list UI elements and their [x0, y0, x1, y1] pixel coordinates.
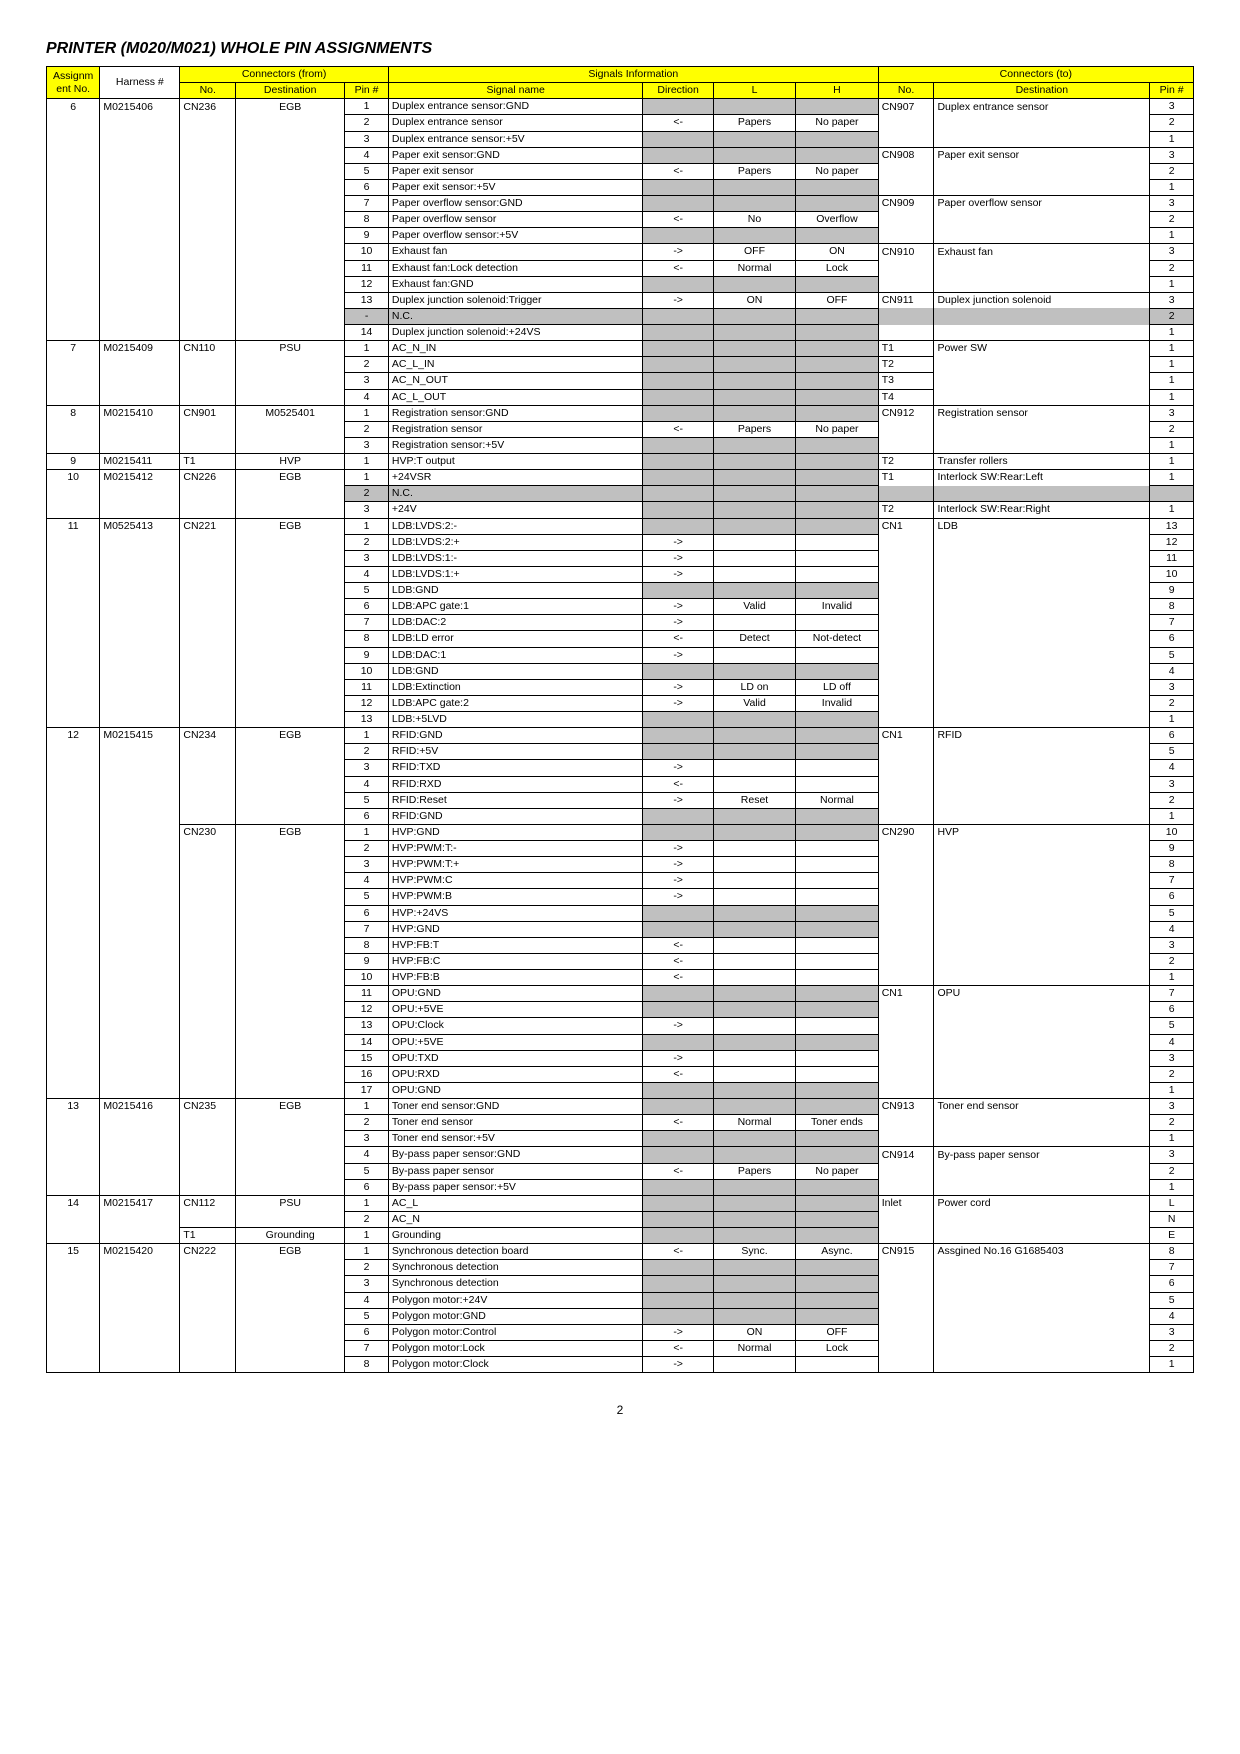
table-header: Assignm ent No. Harness # Connectors (fr… — [47, 67, 1194, 99]
table-row: 6HVP:+24VS5 — [47, 905, 1194, 921]
table-row: 8LDB:LD error<-DetectNot-detect6 — [47, 631, 1194, 647]
table-row: 5Paper exit sensor<-PapersNo paper2 — [47, 163, 1194, 179]
pin-assignment-table: Assignm ent No. Harness # Connectors (fr… — [46, 66, 1194, 1373]
table-row: 6RFID:GND1 — [47, 808, 1194, 824]
table-row: 12OPU:+5VE6 — [47, 1002, 1194, 1018]
table-row: 10M0215412CN226EGB1+24VSRT1Interlock SW:… — [47, 470, 1194, 486]
table-row: 2LDB:LVDS:2:+->12 — [47, 534, 1194, 550]
col-harness: Harness # — [100, 67, 180, 99]
table-row: 11OPU:GNDCN1OPU7 — [47, 986, 1194, 1002]
table-row: -N.C.2 — [47, 308, 1194, 324]
table-row: 2RFID:+5V5 — [47, 744, 1194, 760]
table-row: 4Polygon motor:+24V5 — [47, 1292, 1194, 1308]
table-row: 11M0525413CN221EGB1LDB:LVDS:2:-CN1LDB13 — [47, 518, 1194, 534]
table-row: 4HVP:PWM:C->7 — [47, 873, 1194, 889]
table-body: 6M0215406CN236EGB1Duplex entrance sensor… — [47, 99, 1194, 1373]
table-row: 10Exhaust fan->OFFONCN910Exhaust fan3 — [47, 244, 1194, 260]
table-row: 13M0215416CN235EGB1Toner end sensor:GNDC… — [47, 1099, 1194, 1115]
table-row: 14OPU:+5VE4 — [47, 1034, 1194, 1050]
table-row: 10HVP:FB:B<-1 — [47, 970, 1194, 986]
table-row: 3AC_N_OUTT31 — [47, 373, 1194, 389]
table-row: 7Polygon motor:Lock<-NormalLock2 — [47, 1340, 1194, 1356]
table-row: 13LDB:+5LVD1 — [47, 712, 1194, 728]
table-row: 5LDB:GND9 — [47, 583, 1194, 599]
table-row: 4RFID:RXD<-3 — [47, 776, 1194, 792]
table-row: 11LDB:Extinction->LD onLD off3 — [47, 679, 1194, 695]
page-number: 2 — [46, 1403, 1194, 1417]
table-row: 8HVP:FB:T<-3 — [47, 937, 1194, 953]
table-row: 6Paper exit sensor:+5V1 — [47, 179, 1194, 195]
table-row: 7LDB:DAC:2->7 — [47, 615, 1194, 631]
col-to-pin: Pin # — [1150, 83, 1194, 99]
table-row: 14Duplex junction solenoid:+24VS1 — [47, 325, 1194, 341]
table-row: 2HVP:PWM:T:-->9 — [47, 841, 1194, 857]
table-row: 3Toner end sensor:+5V1 — [47, 1131, 1194, 1147]
group-to: Connectors (to) — [878, 67, 1193, 83]
table-row: 2Duplex entrance sensor<-PapersNo paper2 — [47, 115, 1194, 131]
table-row: 2AC_L_INT21 — [47, 357, 1194, 373]
table-row: 9Paper overflow sensor:+5V1 — [47, 228, 1194, 244]
table-row: 2Synchronous detection7 — [47, 1260, 1194, 1276]
group-signals: Signals Information — [388, 67, 878, 83]
col-from-no: No. — [180, 83, 236, 99]
table-row: 2N.C. — [47, 486, 1194, 502]
table-row: 12M0215415CN234EGB1RFID:GNDCN1RFID6 — [47, 728, 1194, 744]
table-row: 13OPU:Clock->5 — [47, 1018, 1194, 1034]
table-row: 6M0215406CN236EGB1Duplex entrance sensor… — [47, 99, 1194, 115]
table-row: 15OPU:TXD->3 — [47, 1050, 1194, 1066]
col-direction: Direction — [643, 83, 713, 99]
col-from-pin: Pin # — [345, 83, 389, 99]
col-from-dest: Destination — [236, 83, 345, 99]
table-row: 3Duplex entrance sensor:+5V1 — [47, 131, 1194, 147]
table-row: 6LDB:APC gate:1->ValidInvalid8 — [47, 599, 1194, 615]
table-row: 5Polygon motor:GND4 — [47, 1308, 1194, 1324]
table-row: 5RFID:Reset->ResetNormal2 — [47, 792, 1194, 808]
table-row: 12LDB:APC gate:2->ValidInvalid2 — [47, 695, 1194, 711]
table-row: 3Registration sensor:+5V1 — [47, 437, 1194, 453]
col-to-no: No. — [878, 83, 934, 99]
table-row: 5By-pass paper sensor<-PapersNo paper2 — [47, 1163, 1194, 1179]
table-row: 10LDB:GND4 — [47, 663, 1194, 679]
table-row: 2Toner end sensor<-NormalToner ends2 — [47, 1115, 1194, 1131]
table-row: 9HVP:FB:C<-2 — [47, 953, 1194, 969]
table-row: 5HVP:PWM:B->6 — [47, 889, 1194, 905]
page-title: PRINTER (M020/M021) WHOLE PIN ASSIGNMENT… — [46, 40, 1194, 58]
col-signal: Signal name — [388, 83, 643, 99]
col-to-dest: Destination — [934, 83, 1150, 99]
table-row: 7Paper overflow sensor:GNDCN909Paper ove… — [47, 196, 1194, 212]
table-row: 15M0215420CN222EGB1Synchronous detection… — [47, 1244, 1194, 1260]
table-row: 6Polygon motor:Control->ONOFF3 — [47, 1324, 1194, 1340]
table-row: 4By-pass paper sensor:GNDCN914By-pass pa… — [47, 1147, 1194, 1163]
table-row: 3RFID:TXD->4 — [47, 760, 1194, 776]
table-row: 3LDB:LVDS:1:-->11 — [47, 550, 1194, 566]
table-row: 16OPU:RXD<-2 — [47, 1066, 1194, 1082]
table-row: 14M0215417CN112PSU1AC_LInletPower cordL — [47, 1195, 1194, 1211]
table-row: 2AC_NN — [47, 1211, 1194, 1227]
table-row: 6By-pass paper sensor:+5V1 — [47, 1179, 1194, 1195]
table-row: 11Exhaust fan:Lock detection<-NormalLock… — [47, 260, 1194, 276]
table-row: 9M0215411T1HVP1HVP:T outputT2Transfer ro… — [47, 454, 1194, 470]
table-row: 8Polygon motor:Clock->1 — [47, 1357, 1194, 1373]
table-row: CN230EGB1HVP:GNDCN290HVP10 — [47, 824, 1194, 840]
table-row: 13Duplex junction solenoid:Trigger->ONOF… — [47, 292, 1194, 308]
table-row: 4Paper exit sensor:GNDCN908Paper exit se… — [47, 147, 1194, 163]
table-row: 4LDB:LVDS:1:+->10 — [47, 566, 1194, 582]
table-row: T1Grounding1GroundingE — [47, 1228, 1194, 1244]
table-row: 4AC_L_OUTT41 — [47, 389, 1194, 405]
table-row: 3+24VT2Interlock SW:Rear:Right1 — [47, 502, 1194, 518]
table-row: 7M0215409CN110PSU1AC_N_INT1Power SW1 — [47, 341, 1194, 357]
table-row: 17OPU:GND1 — [47, 1082, 1194, 1098]
table-row: 8Paper overflow sensor<-NoOverflow2 — [47, 212, 1194, 228]
table-row: 2Registration sensor<-PapersNo paper2 — [47, 421, 1194, 437]
table-row: 3HVP:PWM:T:+->8 — [47, 857, 1194, 873]
table-row: 12Exhaust fan:GND1 — [47, 276, 1194, 292]
table-row: 9LDB:DAC:1->5 — [47, 647, 1194, 663]
table-row: 8M0215410CN901M05254011Registration sens… — [47, 405, 1194, 421]
col-assign-no: Assignm ent No. — [47, 67, 100, 99]
group-from: Connectors (from) — [180, 67, 389, 83]
table-row: 7HVP:GND4 — [47, 921, 1194, 937]
col-L: L — [713, 83, 795, 99]
col-H: H — [796, 83, 878, 99]
table-row: 3Synchronous detection6 — [47, 1276, 1194, 1292]
